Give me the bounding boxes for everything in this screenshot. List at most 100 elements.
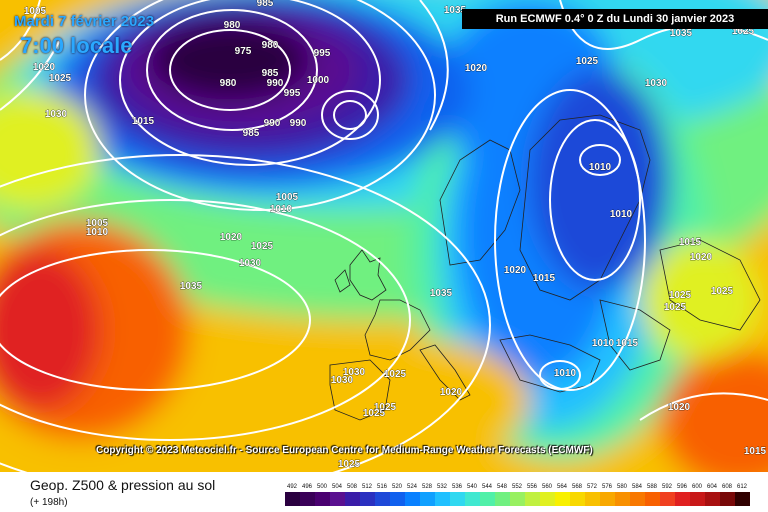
- scale-tick-label: 612: [737, 484, 748, 490]
- isobar-value-label: 1020: [440, 387, 463, 398]
- isobar-value-label: 1010: [270, 204, 293, 215]
- isobar-value-label: 1010: [86, 227, 109, 238]
- colour-scale: 492 496 500 504 508 512 516 520 524 528 532 536 540 5…: [285, 484, 750, 506]
- scale-swatch: [345, 492, 360, 506]
- scale-swatch: [630, 492, 645, 506]
- isobar-value-label: 1030: [239, 258, 262, 269]
- scale-swatch: [690, 492, 705, 506]
- scale-swatch: [390, 492, 405, 506]
- scale-tick-label: 540: [467, 484, 478, 490]
- isobar-value-label: 1005: [24, 6, 47, 17]
- forecast-time: 7:00 locale: [20, 33, 133, 58]
- scale-swatch: [450, 492, 465, 506]
- scale-tick-label: 544: [482, 484, 493, 490]
- scale-swatch: [600, 492, 615, 506]
- scale-tick-label: 564: [557, 484, 568, 490]
- isobar-value-label: 1025: [384, 369, 407, 380]
- scale-tick-label: 524: [407, 484, 418, 490]
- isobar-value-label: 995: [314, 48, 331, 59]
- scale-swatch: [420, 492, 435, 506]
- forecast-horizon: (+ 198h): [30, 497, 68, 508]
- scale-swatch: [570, 492, 585, 506]
- legend-footer: Geop. Z500 & pression au sol (+ 198h) 49…: [0, 472, 768, 512]
- scale-swatch: [330, 492, 345, 506]
- scale-swatch: [480, 492, 495, 506]
- scale-tick-label: 528: [422, 484, 433, 490]
- isobar-value-label: 990: [264, 118, 281, 129]
- scale-tick-label: 560: [542, 484, 553, 490]
- scale-swatch: [660, 492, 675, 506]
- scale-swatch: [720, 492, 735, 506]
- isobar-value-label: 1015: [679, 237, 702, 248]
- isobar-value-label: 1035: [180, 281, 203, 292]
- scale-tick-label: 600: [692, 484, 703, 490]
- isobar-value-label: 1005: [276, 192, 299, 203]
- isobar-value-label: 985: [243, 128, 260, 139]
- scale-swatch: [705, 492, 720, 506]
- isobar-value-label: 985: [257, 0, 274, 9]
- scale-tick-label: 504: [332, 484, 343, 490]
- isobar-value-label: 1015: [132, 116, 155, 127]
- scale-swatch: [465, 492, 480, 506]
- isobar-value-label: 975: [235, 46, 252, 57]
- run-info-banner: Run ECMWF 0.4° 0 Z du Lundi 30 janvier 2…: [462, 9, 768, 29]
- scale-tick-label: 588: [647, 484, 658, 490]
- scale-swatch: [555, 492, 570, 506]
- isobar-value-label: 1030: [645, 78, 668, 89]
- scale-tick-label: 552: [512, 484, 523, 490]
- scale-tick-label: 516: [377, 484, 388, 490]
- scale-tick-label: 608: [722, 484, 733, 490]
- isobar-value-label: 1015: [616, 338, 639, 349]
- isobar-value-label: 1025: [711, 286, 734, 297]
- isobar-value-label: 1010: [589, 162, 612, 173]
- map-title: Geop. Z500 & pression au sol: [30, 477, 216, 493]
- isobar-value-label: 1020: [33, 62, 56, 73]
- scale-tick-label: 604: [707, 484, 718, 490]
- isobar-value-label: 1020: [465, 63, 488, 74]
- isobar-value-label: 1010: [554, 368, 577, 379]
- isobar-value-label: 1000: [307, 75, 330, 86]
- isobar-value-label: 980: [220, 78, 237, 89]
- scale-tick-label: 596: [677, 484, 688, 490]
- isobar-value-label: 1030: [343, 367, 366, 378]
- copyright-notice: Copyright © 2023 Meteociel.fr - Source E…: [96, 445, 593, 456]
- scale-tick-label: 532: [437, 484, 448, 490]
- isobar-value-label: 1020: [690, 252, 713, 263]
- scale-swatch: [675, 492, 690, 506]
- scale-tick-label: 536: [452, 484, 463, 490]
- isobar-value-label: 990: [290, 118, 307, 129]
- scale-swatch: [495, 492, 510, 506]
- scale-swatch: [435, 492, 450, 506]
- isobar-value-label: 1010: [610, 209, 633, 220]
- scale-tick-label: 520: [392, 484, 403, 490]
- isobar-value-label: 990: [267, 78, 284, 89]
- isobar-value-label: 1025: [669, 290, 692, 301]
- scale-tick-label: 556: [527, 484, 538, 490]
- isobar-value-label: 1015: [533, 273, 556, 284]
- scale-tick-label: 568: [572, 484, 583, 490]
- scale-tick-label: 508: [347, 484, 358, 490]
- isobar-value-label: 1020: [504, 265, 527, 276]
- isobar-value-label: 1025: [251, 241, 274, 252]
- scale-swatch: [285, 492, 300, 506]
- isobar-value-label: 980: [262, 40, 279, 51]
- scale-tick-label: 580: [617, 484, 628, 490]
- scale-tick-label: 576: [602, 484, 613, 490]
- scale-tick-label: 496: [302, 484, 313, 490]
- scale-tick-label: 592: [662, 484, 673, 490]
- scale-tick-label: 584: [632, 484, 643, 490]
- isobar-value-label: 1020: [220, 232, 243, 243]
- scale-swatch: [735, 492, 750, 506]
- isobar-value-label: 1025: [338, 459, 361, 470]
- scale-swatch: [525, 492, 540, 506]
- scale-tick-label: 492: [287, 484, 298, 490]
- isobar-value-label: 1025: [576, 56, 599, 67]
- isobar-value-label: 1030: [45, 109, 68, 120]
- scale-swatch: [405, 492, 420, 506]
- scale-swatch: [510, 492, 525, 506]
- coastlines: [329, 114, 761, 421]
- scale-tick-label: 548: [497, 484, 508, 490]
